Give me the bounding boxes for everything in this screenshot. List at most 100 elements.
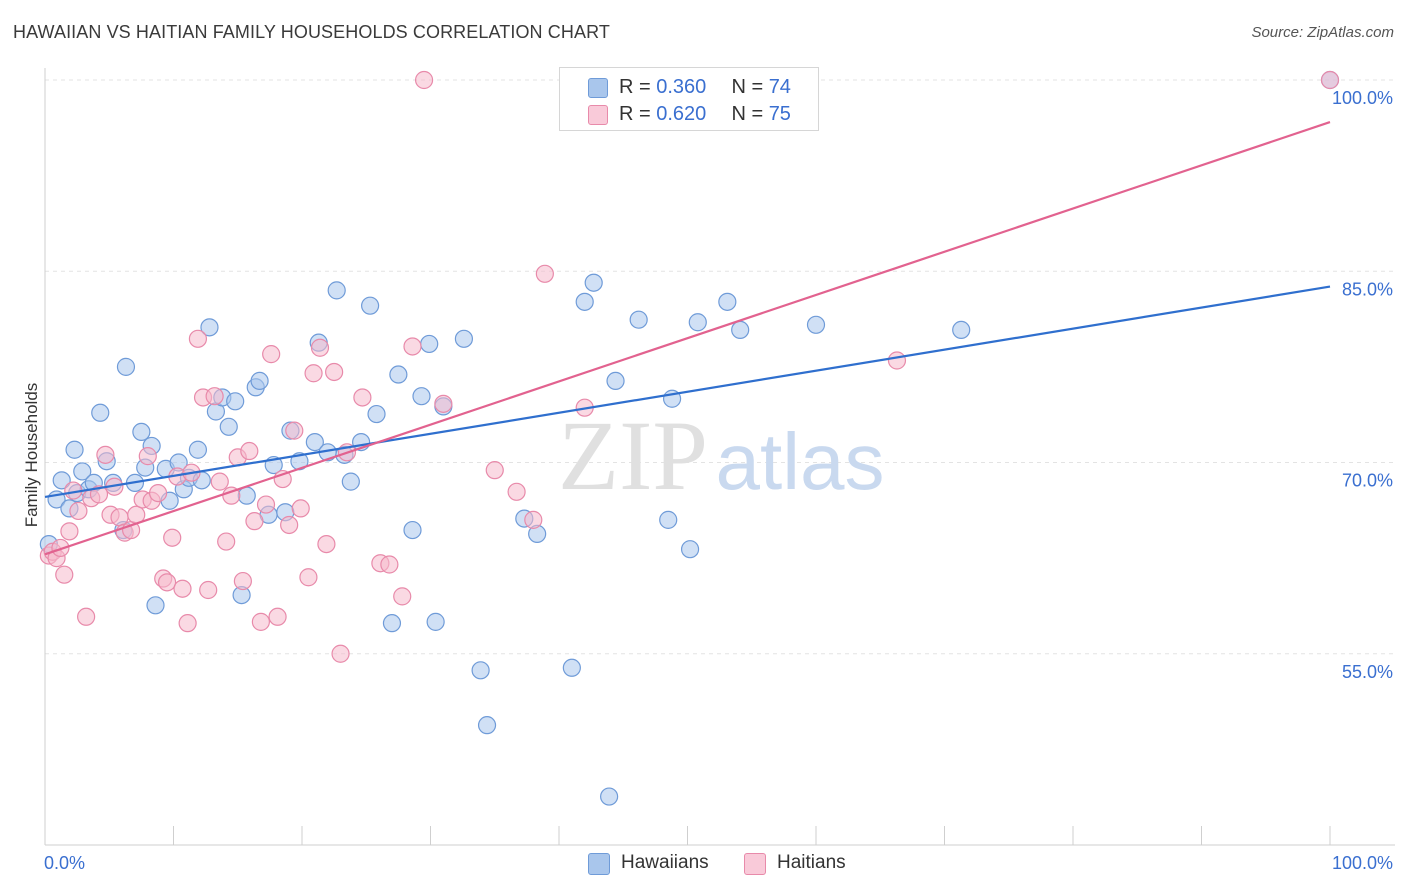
haitians-point [163, 528, 182, 547]
haitians-point [304, 364, 323, 383]
hawaiians-point [454, 329, 474, 348]
hawaiians-point [629, 310, 648, 329]
haitians-point [331, 644, 350, 663]
haitians-point [291, 499, 310, 518]
hawaiians-point [361, 296, 380, 315]
haitians-point [380, 555, 399, 574]
hawaiians-point [65, 440, 84, 459]
legend-r-value-hawaiians: 0.360 [656, 76, 707, 98]
haitians-point [173, 579, 192, 598]
hawaiians-point [116, 357, 136, 376]
haitians-point [148, 484, 168, 503]
haitians-point [199, 580, 218, 600]
hawaiians-point [562, 658, 581, 677]
haitians-point [222, 486, 241, 505]
haitians-point [217, 532, 236, 551]
watermark: ZIP atlas [558, 400, 884, 511]
haitians-point [55, 565, 74, 584]
hawaiians-point [188, 440, 208, 459]
legend-n-label: N = [731, 76, 769, 98]
hawaiians-point [132, 422, 151, 441]
haitians-point [403, 337, 422, 356]
hawaiians-point [680, 540, 700, 559]
hawaiians-point [226, 392, 245, 411]
hawaiians-point [73, 462, 92, 481]
y-tick-label: 70.0% [1342, 471, 1393, 491]
hawaiians-point [91, 403, 110, 422]
haitians-point [251, 612, 270, 631]
bottom-legend-label-haitians: Haitians [777, 852, 846, 873]
hawaiians-point [382, 614, 402, 633]
haitians-point [240, 441, 259, 461]
haitians-trend-line [44, 121, 1331, 556]
hawaiians-point [250, 371, 269, 390]
haitians-point [205, 387, 224, 406]
hawaiians-point [575, 292, 594, 311]
haitians-point [1320, 70, 1340, 90]
legend-n-value-haitians: 75 [768, 103, 791, 125]
hawaiians-point [341, 472, 360, 491]
gridlines [45, 79, 1395, 655]
watermark-zip: ZIP [558, 400, 708, 511]
haitians-point [60, 522, 79, 541]
hawaiians-point [219, 417, 238, 436]
hawaiians-point [600, 787, 619, 806]
hawaiians-point [806, 315, 826, 334]
haitians-point [887, 351, 907, 370]
hawaiians-trend-line [44, 285, 1331, 499]
haitians-point [262, 345, 281, 364]
y-tick-label: 100.0% [1332, 88, 1393, 108]
haitians-point [393, 587, 412, 606]
hawaiians-point [146, 596, 165, 615]
haitians-point [535, 264, 554, 283]
haitians-point [414, 70, 434, 90]
hawaiians-point [688, 313, 707, 332]
haitians-point [233, 571, 252, 591]
hawaiians-point [477, 716, 497, 735]
haitians-point [524, 510, 543, 529]
hawaiians-point [305, 433, 324, 452]
haitians-point [434, 394, 453, 413]
y-tick-label: 85.0% [1342, 279, 1393, 299]
haitians-point [280, 515, 299, 535]
legend-n-label: N = [731, 103, 769, 125]
haitians-point [69, 501, 88, 521]
haitians-point [299, 568, 318, 587]
legend-swatch-hawaiians [588, 78, 608, 98]
haitians-point [138, 447, 157, 466]
hawaiians-point [389, 365, 408, 384]
haitians-point [256, 495, 276, 514]
chart-source: Source: ZipAtlas.com [1251, 24, 1394, 41]
hawaiians-point [327, 281, 346, 300]
legend-r-label: R = [619, 103, 657, 125]
haitians-point [157, 573, 177, 592]
hawaiians-point [606, 371, 625, 390]
haitians-point [77, 607, 96, 626]
bottom-legend-swatch-hawaiians [588, 853, 610, 875]
hawaiians-point [52, 471, 71, 490]
hawaiians-point [200, 318, 219, 337]
haitians-point [285, 421, 304, 440]
x-tick-label-min: 0.0% [44, 853, 85, 873]
y-axis-label: Family Households [22, 383, 41, 528]
hawaiians-point [420, 334, 439, 354]
hawaiians-point [237, 486, 256, 505]
haitians-point [353, 388, 372, 407]
hawaiians-point [952, 320, 971, 339]
tick-labels: 55.0% 70.0% 85.0% 100.0% 0.0% 100.0% [44, 88, 1393, 873]
haitians-point [178, 614, 197, 633]
haitians-point [89, 485, 109, 504]
haitians-point [485, 461, 504, 480]
trend-lines [44, 121, 1331, 556]
watermark-atlas: atlas [716, 417, 885, 506]
axes [44, 68, 1395, 846]
haitians-point [96, 445, 115, 464]
x-tick-label-max: 100.0% [1332, 853, 1393, 873]
hawaiians-point [412, 387, 431, 406]
hawaiians-point [471, 661, 490, 680]
hawaiians-point [426, 612, 445, 631]
legend-swatch-haitians [588, 105, 608, 125]
legend-n-value-hawaiians: 74 [768, 76, 791, 98]
haitians-point [317, 534, 336, 554]
